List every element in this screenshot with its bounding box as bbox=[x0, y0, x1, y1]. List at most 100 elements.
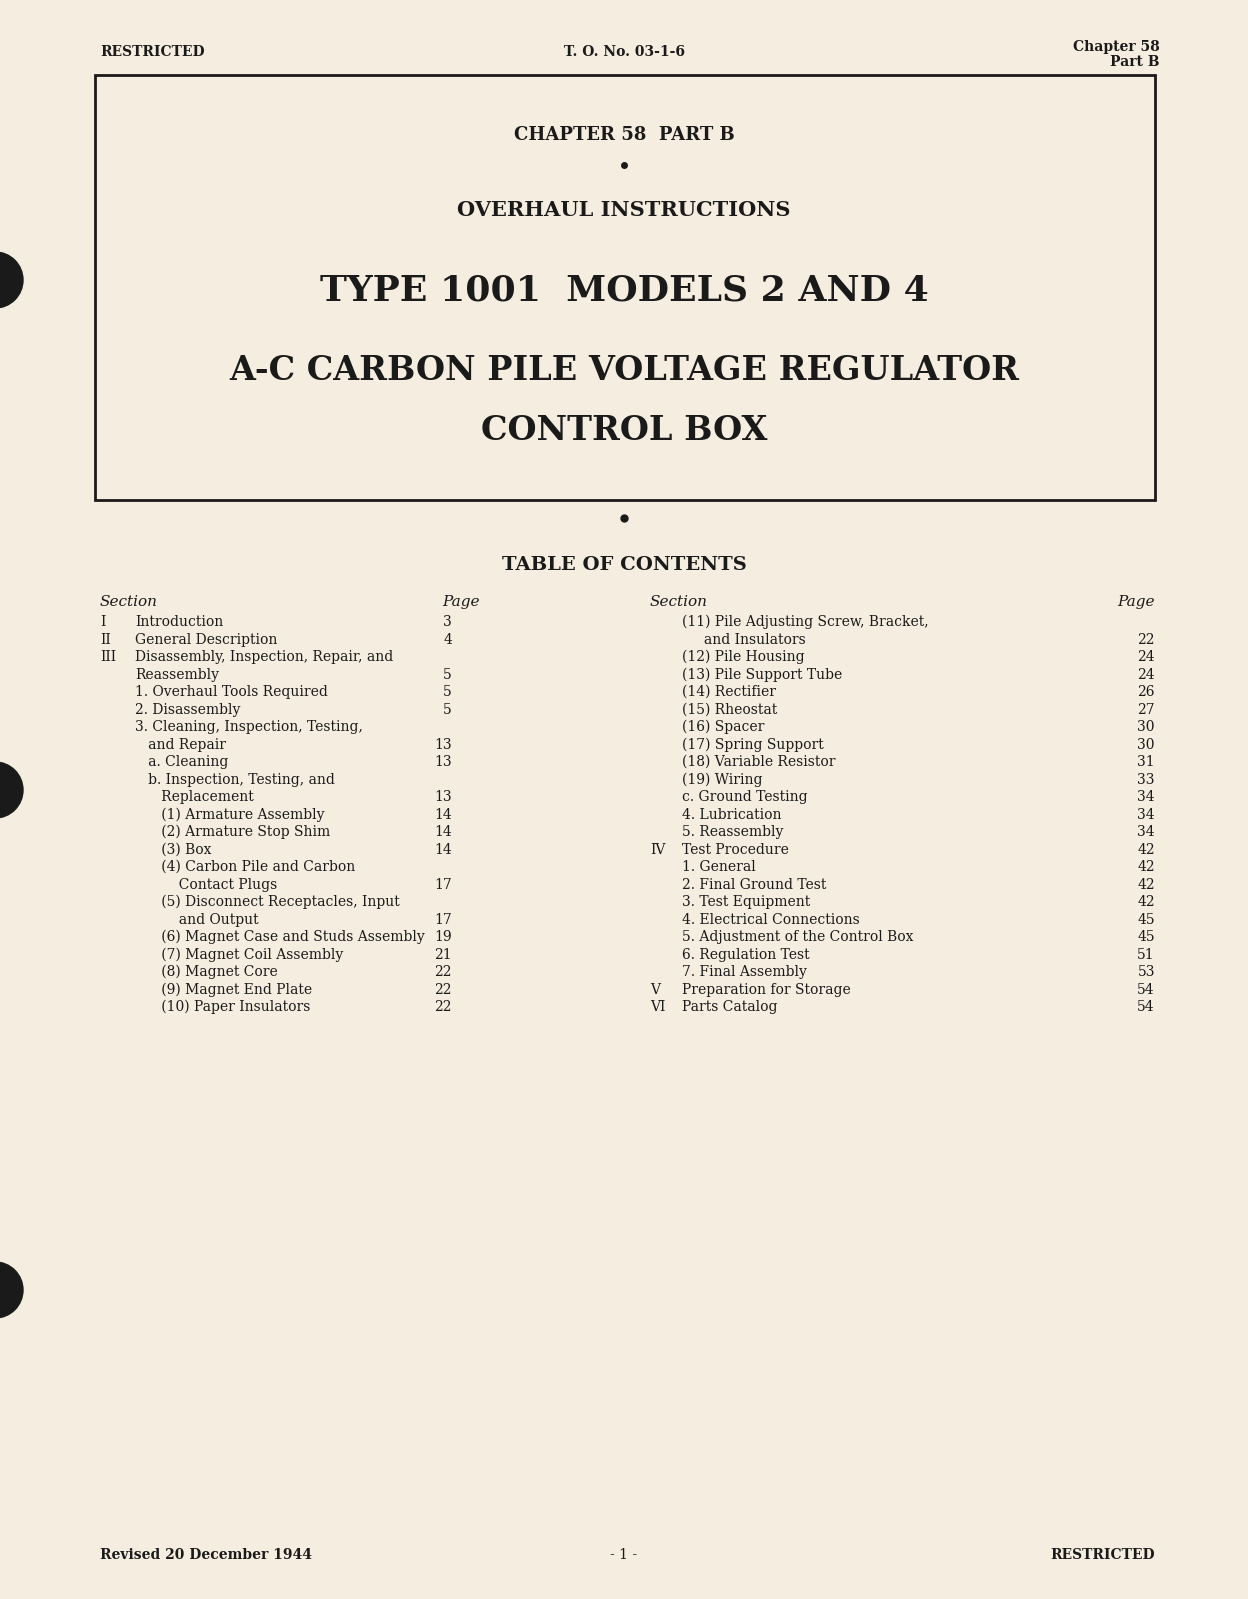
Text: 1. General: 1. General bbox=[681, 860, 756, 875]
Text: (6) Magnet Case and Studs Assembly: (6) Magnet Case and Studs Assembly bbox=[135, 929, 424, 943]
Text: (15) Rheostat: (15) Rheostat bbox=[681, 702, 778, 716]
Text: III: III bbox=[100, 651, 116, 664]
Text: 34: 34 bbox=[1137, 807, 1154, 822]
Text: 26: 26 bbox=[1137, 684, 1154, 699]
Text: General Description: General Description bbox=[135, 633, 277, 646]
Text: 24: 24 bbox=[1137, 667, 1154, 681]
Text: 34: 34 bbox=[1137, 825, 1154, 839]
Text: 31: 31 bbox=[1137, 755, 1154, 769]
Text: Reassembly: Reassembly bbox=[135, 667, 218, 681]
Text: 30: 30 bbox=[1137, 720, 1154, 734]
Text: (16) Spacer: (16) Spacer bbox=[681, 720, 764, 734]
Text: (12) Pile Housing: (12) Pile Housing bbox=[681, 649, 805, 664]
Text: (9) Magnet End Plate: (9) Magnet End Plate bbox=[135, 982, 312, 996]
Text: 14: 14 bbox=[434, 843, 452, 857]
Text: 21: 21 bbox=[434, 948, 452, 961]
Text: Section: Section bbox=[650, 595, 708, 609]
Text: and Insulators: and Insulators bbox=[681, 633, 806, 646]
Text: 14: 14 bbox=[434, 807, 452, 822]
Text: 42: 42 bbox=[1137, 878, 1154, 892]
Text: a. Cleaning: a. Cleaning bbox=[135, 755, 228, 769]
Text: (3) Box: (3) Box bbox=[135, 843, 211, 857]
Text: 2. Disassembly: 2. Disassembly bbox=[135, 702, 241, 716]
Text: 51: 51 bbox=[1137, 948, 1154, 961]
Text: (10) Paper Insulators: (10) Paper Insulators bbox=[135, 999, 311, 1014]
Text: 5: 5 bbox=[443, 702, 452, 716]
Text: (2) Armature Stop Shim: (2) Armature Stop Shim bbox=[135, 825, 331, 839]
Text: 42: 42 bbox=[1137, 860, 1154, 875]
Text: Contact Plugs: Contact Plugs bbox=[135, 878, 277, 892]
Text: 33: 33 bbox=[1137, 772, 1154, 787]
Text: Page: Page bbox=[442, 595, 479, 609]
Text: 42: 42 bbox=[1137, 843, 1154, 857]
Text: Page: Page bbox=[1117, 595, 1154, 609]
Text: CHAPTER 58  PART B: CHAPTER 58 PART B bbox=[514, 126, 734, 144]
Text: (19) Wiring: (19) Wiring bbox=[681, 772, 763, 787]
Text: 5: 5 bbox=[443, 667, 452, 681]
Text: 1. Overhaul Tools Required: 1. Overhaul Tools Required bbox=[135, 684, 328, 699]
Text: 14: 14 bbox=[434, 825, 452, 839]
Text: (5) Disconnect Receptacles, Input: (5) Disconnect Receptacles, Input bbox=[135, 895, 399, 910]
Text: 22: 22 bbox=[434, 982, 452, 996]
Text: 22: 22 bbox=[1137, 633, 1154, 646]
Text: 17: 17 bbox=[434, 878, 452, 892]
Text: and Repair: and Repair bbox=[135, 737, 226, 752]
Text: 13: 13 bbox=[434, 790, 452, 804]
Text: (18) Variable Resistor: (18) Variable Resistor bbox=[681, 755, 835, 769]
Text: c. Ground Testing: c. Ground Testing bbox=[681, 790, 807, 804]
Text: Preparation for Storage: Preparation for Storage bbox=[681, 982, 851, 996]
Text: (11) Pile Adjusting Screw, Bracket,: (11) Pile Adjusting Screw, Bracket, bbox=[681, 614, 929, 628]
Text: Revised 20 December 1944: Revised 20 December 1944 bbox=[100, 1548, 312, 1562]
Text: T. O. No. 03-1-6: T. O. No. 03-1-6 bbox=[564, 45, 684, 59]
Text: - 1 -: - 1 - bbox=[610, 1548, 638, 1562]
Text: Introduction: Introduction bbox=[135, 616, 223, 628]
Circle shape bbox=[0, 1262, 22, 1318]
Text: 5. Reassembly: 5. Reassembly bbox=[681, 825, 784, 839]
Text: TABLE OF CONTENTS: TABLE OF CONTENTS bbox=[502, 556, 746, 574]
Text: Section: Section bbox=[100, 595, 158, 609]
Text: II: II bbox=[100, 633, 111, 646]
Text: 3: 3 bbox=[443, 616, 452, 628]
Text: 13: 13 bbox=[434, 737, 452, 752]
Text: (4) Carbon Pile and Carbon: (4) Carbon Pile and Carbon bbox=[135, 860, 356, 875]
Text: 4: 4 bbox=[443, 633, 452, 646]
Text: (1) Armature Assembly: (1) Armature Assembly bbox=[135, 807, 324, 822]
Circle shape bbox=[0, 763, 22, 819]
Text: 30: 30 bbox=[1137, 737, 1154, 752]
Text: and Output: and Output bbox=[135, 913, 258, 926]
Text: 54: 54 bbox=[1137, 999, 1154, 1014]
Text: TYPE 1001  MODELS 2 AND 4: TYPE 1001 MODELS 2 AND 4 bbox=[319, 273, 929, 307]
Text: Replacement: Replacement bbox=[135, 790, 253, 804]
Text: RESTRICTED: RESTRICTED bbox=[100, 45, 205, 59]
Text: OVERHAUL INSTRUCTIONS: OVERHAUL INSTRUCTIONS bbox=[457, 200, 791, 221]
Text: A-C CARBON PILE VOLTAGE REGULATOR: A-C CARBON PILE VOLTAGE REGULATOR bbox=[228, 353, 1020, 387]
Text: 4. Lubrication: 4. Lubrication bbox=[681, 807, 781, 822]
Text: 5: 5 bbox=[443, 684, 452, 699]
Text: b. Inspection, Testing, and: b. Inspection, Testing, and bbox=[135, 772, 334, 787]
Text: 54: 54 bbox=[1137, 982, 1154, 996]
Text: 22: 22 bbox=[434, 999, 452, 1014]
Bar bbox=[95, 75, 1154, 500]
Text: (7) Magnet Coil Assembly: (7) Magnet Coil Assembly bbox=[135, 947, 343, 961]
Text: 17: 17 bbox=[434, 913, 452, 926]
Text: 42: 42 bbox=[1137, 895, 1154, 908]
Text: 3. Cleaning, Inspection, Testing,: 3. Cleaning, Inspection, Testing, bbox=[135, 720, 363, 734]
Text: (8) Magnet Core: (8) Magnet Core bbox=[135, 964, 278, 979]
Text: RESTRICTED: RESTRICTED bbox=[1051, 1548, 1154, 1562]
Text: 53: 53 bbox=[1137, 966, 1154, 979]
Text: V: V bbox=[650, 982, 660, 996]
Circle shape bbox=[0, 253, 22, 309]
Text: Disassembly, Inspection, Repair, and: Disassembly, Inspection, Repair, and bbox=[135, 651, 393, 664]
Text: Chapter 58: Chapter 58 bbox=[1073, 40, 1159, 54]
Text: 22: 22 bbox=[434, 966, 452, 979]
Text: 24: 24 bbox=[1137, 651, 1154, 664]
Text: (14) Rectifier: (14) Rectifier bbox=[681, 684, 776, 699]
Text: I: I bbox=[100, 616, 105, 628]
Text: Part B: Part B bbox=[1111, 54, 1159, 69]
Text: 4. Electrical Connections: 4. Electrical Connections bbox=[681, 913, 860, 926]
Text: IV: IV bbox=[650, 843, 665, 857]
Text: 27: 27 bbox=[1137, 702, 1154, 716]
Text: (17) Spring Support: (17) Spring Support bbox=[681, 737, 824, 752]
Text: Parts Catalog: Parts Catalog bbox=[681, 999, 778, 1014]
Text: 45: 45 bbox=[1137, 913, 1154, 926]
